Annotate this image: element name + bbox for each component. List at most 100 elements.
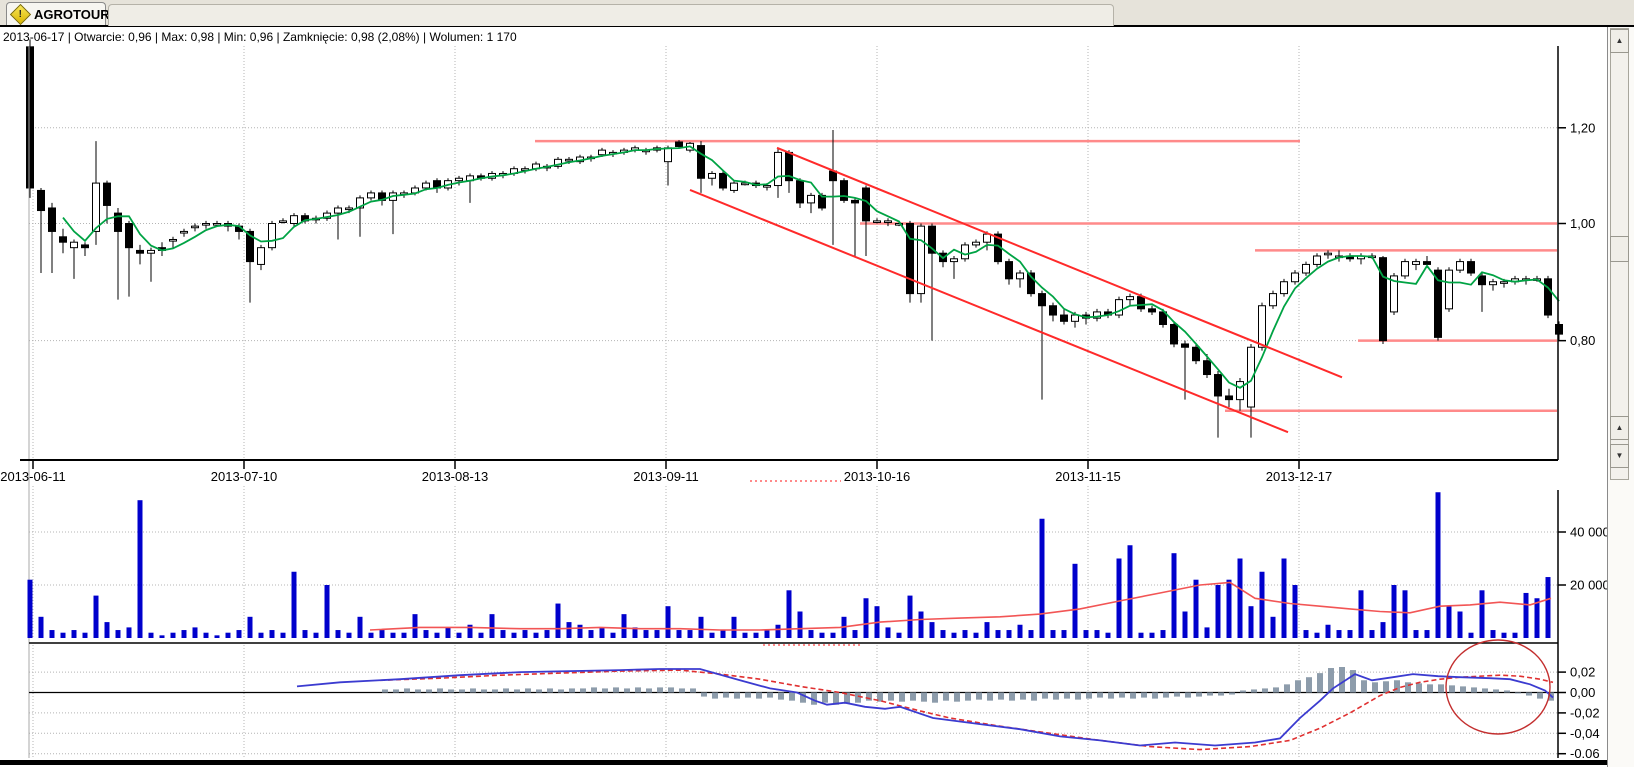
volume-bar (280, 632, 286, 638)
volume-bar (676, 630, 682, 638)
candle-body (246, 230, 254, 263)
volume-bar (588, 630, 594, 638)
candle-body (1423, 261, 1431, 265)
macd-histogram-bar (712, 692, 718, 699)
volume-bar (555, 603, 561, 638)
volume-bar (148, 632, 154, 638)
macd-histogram-bar (657, 687, 663, 693)
volume-bar (1182, 611, 1188, 638)
volume-bar (1061, 630, 1067, 638)
candle-body (1269, 293, 1277, 307)
macd-histogram-bar (1053, 692, 1059, 700)
candle-body (345, 207, 353, 211)
macd-histogram-bar (646, 688, 652, 693)
macd-histogram-bar (1174, 692, 1180, 697)
macd-histogram-bar (679, 688, 685, 693)
volume-bar (1215, 585, 1221, 638)
candle-body (367, 192, 375, 199)
macd-histogram-bar (734, 692, 740, 699)
volume-bar (1160, 630, 1166, 638)
macd-histogram-bar (1306, 677, 1312, 693)
tab-agrotour[interactable]: ! AGROTOUR (6, 2, 110, 25)
tab-strip-empty[interactable] (108, 4, 1114, 26)
macd-histogram-bar (525, 688, 531, 693)
scrollbar-up-button[interactable]: ▲ (1610, 29, 1629, 53)
volume-bar (346, 632, 352, 638)
volume-bar (456, 632, 462, 638)
candle-body (422, 182, 430, 189)
candle-body (125, 223, 133, 249)
candle-body (268, 223, 276, 249)
candle-body (1247, 346, 1255, 408)
macd-histogram-bar (580, 688, 586, 693)
volume-bar (445, 627, 451, 638)
macd-histogram-bar (1328, 668, 1334, 693)
volume-bar (698, 616, 704, 638)
candle-body (961, 244, 969, 260)
volume-bar (819, 632, 825, 638)
macd-axis-label: -0,02 (1570, 705, 1600, 720)
macd-histogram-bar (1130, 692, 1136, 699)
volume-bar (1347, 630, 1353, 638)
macd-histogram-bar (1152, 692, 1158, 699)
candle-body (983, 233, 991, 243)
volume-bar (632, 627, 638, 638)
candle-body (70, 241, 78, 249)
volume-bar (1314, 632, 1320, 638)
volume-bar (269, 630, 275, 638)
macd-histogram-bar (1031, 692, 1037, 701)
macd-histogram-bar (459, 689, 465, 693)
volume-bar (258, 632, 264, 638)
candle-body (180, 230, 188, 234)
candle-body (774, 151, 782, 187)
candle-body (213, 223, 221, 226)
volume-bar (368, 632, 374, 638)
scrollbar-up-button-2[interactable]: ▲ (1610, 416, 1629, 440)
volume-bar (1545, 577, 1551, 638)
volume-bar (830, 632, 836, 638)
candle-body (1148, 308, 1156, 313)
volume-bar (1468, 632, 1474, 638)
macd-axis-label: 0,02 (1570, 665, 1595, 680)
volume-bar (1193, 579, 1199, 638)
volume-bar (1237, 558, 1243, 638)
volume-bar (775, 624, 781, 638)
macd-histogram-bar (624, 688, 630, 693)
volume-bar (1204, 627, 1210, 638)
candle-body (1390, 275, 1398, 313)
volume-bar (1039, 518, 1045, 638)
window-bottom-border (0, 760, 1607, 765)
volume-bar (665, 606, 671, 638)
macd-histogram-bar (932, 692, 938, 703)
candle-body (1467, 261, 1475, 274)
scrollbar-down-button[interactable]: ▼ (1610, 444, 1629, 468)
candle-body (1445, 269, 1453, 310)
candle-body (1434, 269, 1442, 338)
scrollbar-thumb[interactable] (1610, 236, 1629, 262)
volume-bar (247, 616, 253, 638)
volume-bar (610, 632, 616, 638)
volume-bar (1292, 585, 1298, 638)
volume-bar (654, 630, 660, 638)
macd-histogram-bar (1141, 692, 1147, 698)
candle-body (1137, 296, 1145, 310)
macd-histogram-bar (943, 692, 949, 701)
volume-bar (1083, 630, 1089, 638)
moving-average-line (62, 145, 1560, 389)
volume-bar (1226, 579, 1232, 638)
macd-axis-label: -0,04 (1570, 726, 1600, 741)
candle-body (1192, 346, 1200, 362)
candle-body (1005, 261, 1013, 280)
volume-bar (764, 630, 770, 638)
macd-histogram-bar (415, 689, 421, 693)
volume-bar (995, 630, 1001, 638)
candle-body (257, 247, 265, 265)
macd-histogram-bar (745, 692, 751, 698)
macd-histogram-bar (613, 687, 619, 693)
volume-bar (1248, 606, 1254, 638)
candle-body (1291, 272, 1299, 283)
volume-bar (1127, 545, 1133, 638)
macd-histogram-bar (756, 692, 762, 699)
volume-bar (984, 622, 990, 638)
macd-histogram-bar (1537, 692, 1543, 699)
